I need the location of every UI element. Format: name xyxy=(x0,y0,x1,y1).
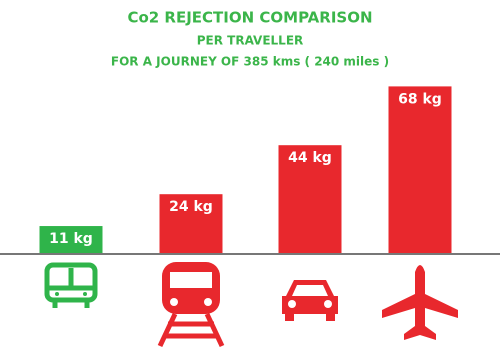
car-icon xyxy=(282,280,338,321)
bar xyxy=(159,194,223,253)
chart-subtitle: FOR A JOURNEY OF 385 kms ( 240 miles ) xyxy=(111,55,389,69)
value-label: 24 kg xyxy=(169,199,213,215)
bar xyxy=(388,86,452,254)
train-icon xyxy=(157,262,225,348)
plane-icon xyxy=(382,265,458,340)
value-label: 68 kg xyxy=(398,91,442,107)
bar xyxy=(278,145,342,253)
bus-icon xyxy=(44,262,98,308)
value-label: 44 kg xyxy=(288,150,332,166)
bar xyxy=(39,226,103,253)
value-label: 11 kg xyxy=(49,231,93,247)
chart-subtitle: PER TRAVELLER xyxy=(197,34,304,48)
chart-title: Co2 REJECTION COMPARISON xyxy=(127,9,372,27)
